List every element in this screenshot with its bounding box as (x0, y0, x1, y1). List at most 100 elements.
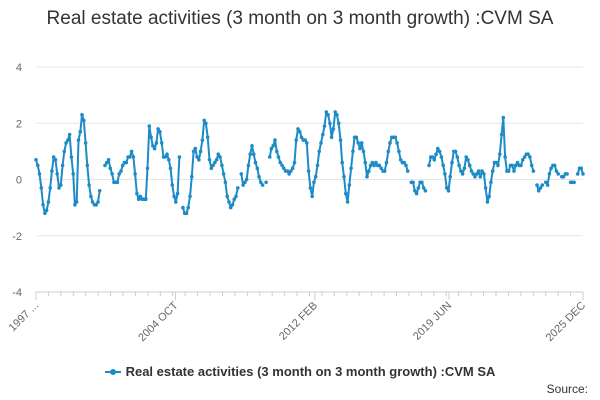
data-point (363, 160, 368, 165)
data-point (211, 163, 215, 168)
data-point (287, 172, 291, 176)
data-point (152, 146, 157, 151)
data-point (106, 158, 111, 162)
data-point (358, 146, 362, 151)
data-point (529, 163, 534, 168)
y-tick-label-4: -4 (12, 287, 22, 299)
data-point (414, 191, 419, 196)
data-point (556, 172, 560, 176)
data-point (333, 110, 338, 114)
data-point (359, 141, 364, 145)
data-point (398, 158, 403, 162)
data-point (471, 172, 476, 176)
y-tick-label-0: 4 (16, 62, 22, 74)
data-point (69, 155, 74, 159)
data-point (174, 200, 178, 204)
data-point (386, 149, 391, 154)
data-point (168, 166, 173, 171)
data-point (490, 169, 495, 173)
data-point (545, 183, 550, 187)
data-point (96, 200, 100, 204)
data-point (190, 174, 194, 179)
data-point (53, 158, 58, 162)
data-point (344, 191, 348, 196)
data-point (310, 194, 315, 199)
data-point (499, 132, 504, 137)
data-point (149, 135, 153, 140)
data-point (244, 177, 249, 182)
data-point (172, 194, 176, 199)
data-point (336, 121, 341, 126)
data-point (436, 146, 440, 151)
data-point (326, 113, 330, 117)
data-point (129, 149, 134, 154)
data-point (565, 172, 569, 176)
data-point (257, 174, 261, 179)
data-point (62, 149, 67, 154)
data-point (239, 172, 244, 176)
data-point (536, 189, 541, 193)
data-point (446, 189, 451, 193)
data-point (317, 149, 322, 154)
data-point (581, 172, 585, 176)
data-point (338, 138, 343, 142)
data-point (205, 135, 210, 140)
data-point (59, 183, 63, 187)
data-point (135, 191, 139, 196)
data-point (241, 183, 245, 187)
data-point (467, 163, 472, 168)
data-point (39, 186, 44, 190)
data-point (483, 186, 488, 190)
data-point (496, 163, 500, 168)
data-point (464, 155, 469, 159)
data-point (165, 152, 169, 156)
data-point (124, 160, 129, 165)
data-point (255, 166, 260, 171)
series-line-segment-6 (428, 116, 535, 203)
data-point (186, 205, 190, 210)
data-point (324, 110, 329, 114)
data-point (437, 149, 442, 154)
data-point (34, 158, 38, 162)
data-point (515, 160, 520, 165)
data-point (234, 194, 238, 199)
data-point (303, 138, 307, 142)
y-tick-label-3: -2 (12, 231, 22, 243)
data-point (347, 183, 352, 187)
data-point (110, 172, 114, 176)
data-point (167, 158, 171, 162)
legend[interactable]: Real estate activities (3 month on 3 mon… (0, 364, 600, 379)
data-point (384, 160, 389, 165)
data-point (250, 144, 254, 148)
data-point (329, 135, 334, 140)
data-point (404, 163, 408, 168)
data-point (292, 160, 297, 165)
data-point (457, 163, 461, 168)
data-point (485, 200, 490, 204)
data-point (349, 166, 353, 171)
data-point (340, 160, 345, 165)
data-point (501, 115, 506, 120)
data-point (575, 172, 580, 176)
data-point (379, 166, 384, 171)
data-point (315, 163, 320, 168)
data-point (531, 169, 536, 173)
data-point (145, 166, 150, 171)
data-point (184, 211, 189, 216)
data-point (105, 160, 109, 165)
data-point (280, 163, 284, 168)
data-point (489, 180, 493, 185)
data-point (480, 169, 484, 173)
data-point (411, 180, 415, 185)
x-tick-label-1: 2004 OCT (136, 299, 181, 344)
data-point (487, 194, 492, 199)
data-point (321, 132, 325, 137)
data-point (432, 158, 437, 162)
data-point (308, 186, 313, 190)
data-point (269, 146, 274, 151)
data-point (175, 191, 180, 196)
data-point (455, 155, 460, 159)
data-point (78, 129, 83, 134)
data-point (552, 163, 557, 168)
data-point (535, 183, 539, 187)
